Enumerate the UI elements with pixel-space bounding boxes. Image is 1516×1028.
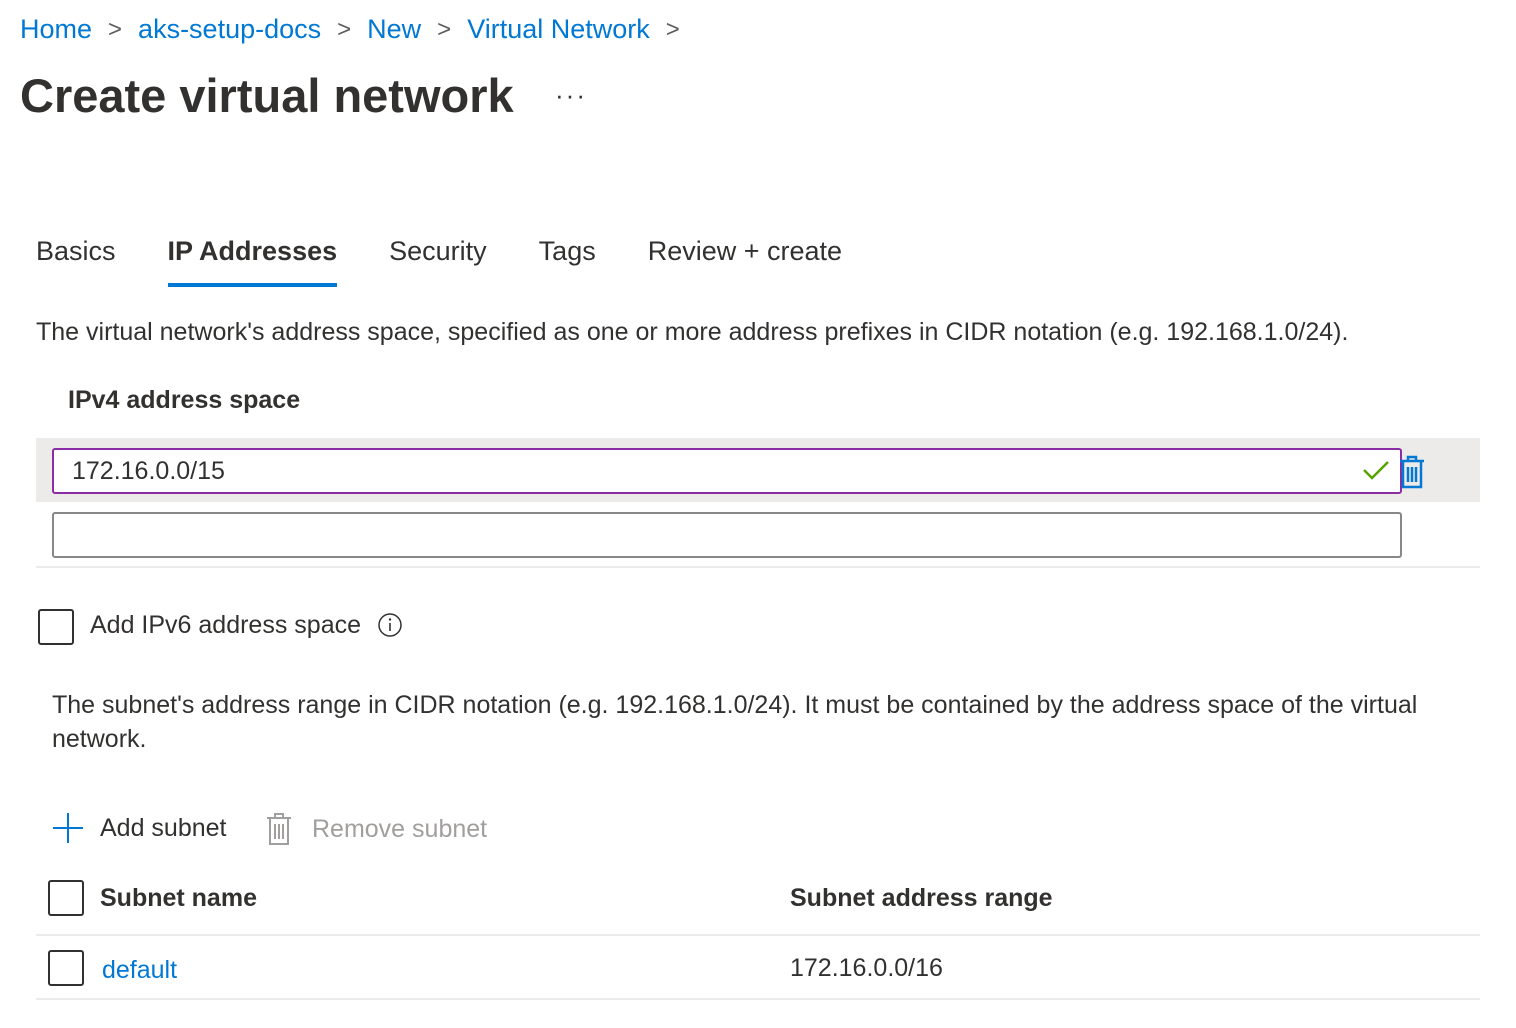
more-options-button[interactable]: ··· <box>555 80 587 110</box>
breadcrumb-home[interactable]: Home <box>20 14 93 44</box>
info-icon[interactable] <box>378 613 402 637</box>
trash-icon <box>267 813 291 845</box>
add-subnet-button[interactable]: Add subnet <box>52 812 227 844</box>
checkmark-icon <box>1363 461 1389 480</box>
ipv6-checkbox[interactable] <box>38 609 74 645</box>
ipv6-checkbox-label[interactable]: Add IPv6 address space <box>90 611 361 639</box>
ipv4-new-address-input[interactable] <box>52 512 1402 558</box>
ipv4-address-value: 172.16.0.0/15 <box>72 456 225 485</box>
tab-bar: Basics IP Addresses Security Tags Review… <box>36 236 894 287</box>
divider <box>36 566 1480 568</box>
page-title: Create virtual network <box>20 69 514 122</box>
tab-review-create[interactable]: Review + create <box>647 236 843 266</box>
row-checkbox[interactable] <box>48 950 84 986</box>
ipv4-address-input[interactable]: 172.16.0.0/15 <box>52 448 1402 494</box>
delete-icon[interactable] <box>1398 455 1426 489</box>
breadcrumb-aks-setup-docs[interactable]: aks-setup-docs <box>138 14 322 44</box>
subnet-description: The subnet's address range in CIDR notat… <box>52 691 1418 753</box>
subnet-name-link[interactable]: default <box>102 956 178 984</box>
remove-subnet-label: Remove subnet <box>312 814 488 843</box>
divider <box>36 934 1480 936</box>
column-header-subnet-range: Subnet address range <box>790 884 1053 912</box>
select-all-checkbox[interactable] <box>48 880 84 916</box>
breadcrumb-virtual-network[interactable]: Virtual Network <box>467 14 650 44</box>
column-header-subnet-name: Subnet name <box>100 884 257 912</box>
chevron-right-icon: > <box>665 15 680 43</box>
subnet-range: 172.16.0.0/16 <box>790 954 943 982</box>
breadcrumb-new[interactable]: New <box>367 14 422 44</box>
plus-icon <box>53 813 83 843</box>
tab-security[interactable]: Security <box>389 236 487 266</box>
chevron-right-icon: > <box>337 15 352 43</box>
tab-ip-addresses[interactable]: IP Addresses <box>167 236 338 287</box>
remove-subnet-button[interactable]: Remove subnet <box>266 812 487 846</box>
tab-tags[interactable]: Tags <box>538 236 596 266</box>
ipv4-label: IPv4 address space <box>68 386 301 414</box>
add-subnet-label: Add subnet <box>100 813 227 842</box>
address-space-description: The virtual network's address space, spe… <box>36 318 1349 346</box>
breadcrumb: Home > aks-setup-docs > New > Virtual Netwo… <box>20 14 696 45</box>
chevron-right-icon: > <box>437 15 452 43</box>
chevron-right-icon: > <box>108 15 123 43</box>
divider <box>36 998 1480 1000</box>
tab-basics[interactable]: Basics <box>36 236 116 266</box>
